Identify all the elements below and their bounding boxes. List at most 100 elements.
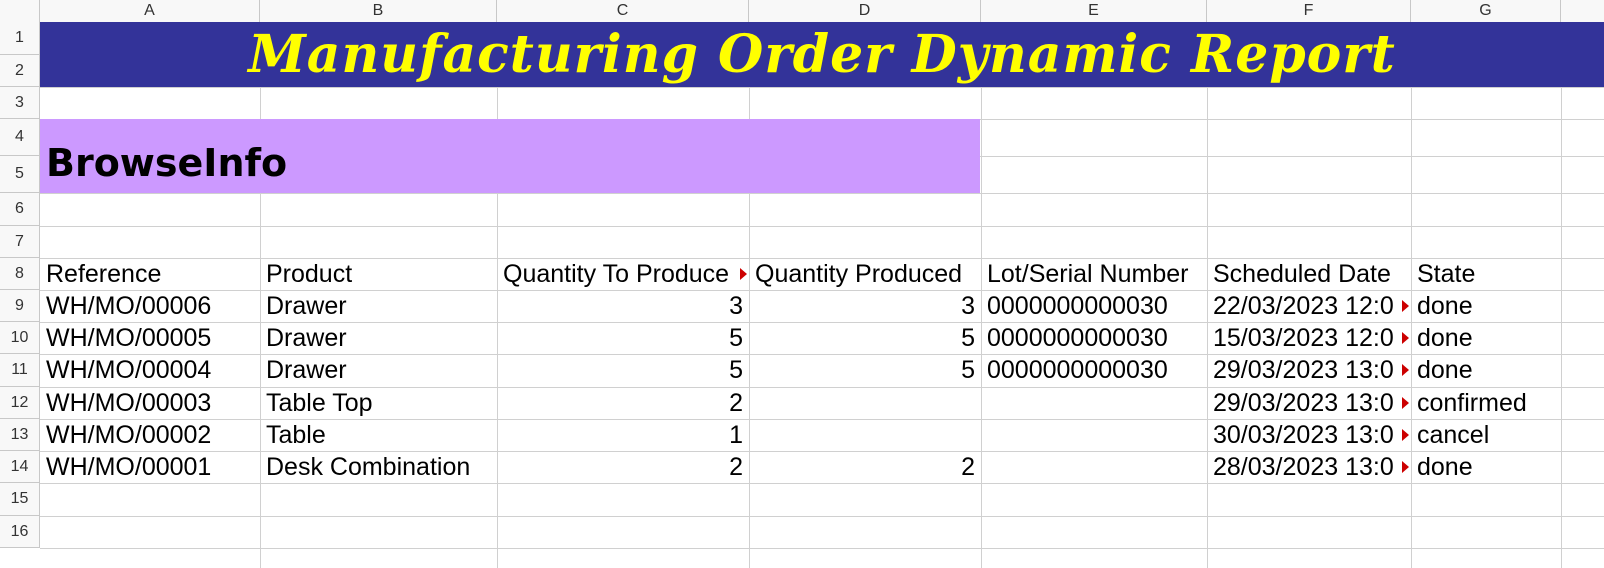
grid-line <box>40 419 1604 420</box>
row-header-11[interactable]: 11 <box>0 354 40 387</box>
cell-quantity-to-produce[interactable]: 2 <box>729 453 743 481</box>
cell-product[interactable]: Table <box>266 421 326 449</box>
cell-reference[interactable]: WH/MO/00005 <box>46 324 212 352</box>
cell-quantity-produced[interactable] <box>749 419 981 451</box>
cell-reference[interactable]: WH/MO/00003 <box>46 389 212 417</box>
row-header-16[interactable]: 16 <box>0 516 40 548</box>
grid-line <box>40 387 1604 388</box>
cell-scheduled-date[interactable]: 29/03/2023 13:0 <box>1213 356 1394 384</box>
row-header-8[interactable]: 8 <box>0 258 40 290</box>
row-header-13[interactable]: 13 <box>0 419 40 451</box>
cell-product[interactable]: Drawer <box>266 292 347 320</box>
cell-quantity-produced[interactable]: 5 <box>961 324 975 352</box>
header-state[interactable]: State <box>1417 260 1476 288</box>
grid-line <box>40 258 1604 259</box>
grid-line <box>40 193 1604 194</box>
cell-product[interactable]: Desk Combination <box>266 453 471 481</box>
row-header-7[interactable]: 7 <box>0 226 40 258</box>
cell-reference[interactable]: WH/MO/00002 <box>46 421 212 449</box>
overflow-indicator-icon <box>1402 332 1409 344</box>
cell-lot-serial-number[interactable]: 0000000000030 <box>987 292 1168 320</box>
report-title: Manufacturing Order Dynamic Report <box>248 24 1396 85</box>
cell-scheduled-date[interactable]: 29/03/2023 13:0 <box>1213 389 1394 417</box>
cell-product[interactable]: Drawer <box>266 324 347 352</box>
cell-state[interactable]: confirmed <box>1417 389 1527 417</box>
cell-quantity-produced[interactable]: 5 <box>961 356 975 384</box>
column-header-c[interactable]: C <box>497 0 749 22</box>
cell-scheduled-date[interactable]: 30/03/2023 13:0 <box>1213 421 1394 449</box>
cell-scheduled-date[interactable]: 22/03/2023 12:0 <box>1213 292 1394 320</box>
company-name-cell[interactable]: BrowseInfo <box>40 119 980 193</box>
row-header-2[interactable]: 2 <box>0 55 40 87</box>
cell-lot-serial-number[interactable]: 0000000000030 <box>987 324 1168 352</box>
cell-state[interactable]: done <box>1417 453 1473 481</box>
column-header-bar: A B C D E F G <box>0 0 1604 23</box>
column-header-f[interactable]: F <box>1207 0 1411 22</box>
header-product[interactable]: Product <box>266 260 353 288</box>
cell-scheduled-date[interactable]: 15/03/2023 12:0 <box>1213 324 1394 352</box>
cell-quantity-to-produce[interactable]: 5 <box>729 356 743 384</box>
row-header-3[interactable]: 3 <box>0 87 40 119</box>
cell-quantity-produced[interactable]: 2 <box>961 453 975 481</box>
cell-quantity-to-produce[interactable]: 3 <box>729 292 743 320</box>
grid-line <box>40 322 1604 323</box>
grid-line <box>40 354 1604 355</box>
row-header-6[interactable]: 6 <box>0 193 40 226</box>
cell-state[interactable]: done <box>1417 324 1473 352</box>
cell-lot-serial-number[interactable] <box>981 451 1207 483</box>
report-title-cell[interactable]: Manufacturing Order Dynamic Report <box>40 22 1604 87</box>
cell-product[interactable]: Drawer <box>266 356 347 384</box>
cell-reference[interactable]: WH/MO/00001 <box>46 453 212 481</box>
cell-reference[interactable]: WH/MO/00006 <box>46 292 212 320</box>
cell-reference[interactable]: WH/MO/00004 <box>46 356 212 384</box>
grid-line <box>981 22 982 568</box>
cell-quantity-to-produce[interactable]: 1 <box>729 421 743 449</box>
cell-quantity-produced[interactable] <box>749 387 981 419</box>
grid-line <box>497 22 498 568</box>
overflow-indicator-icon <box>1402 429 1409 441</box>
header-quantity-to-produce[interactable]: Quantity To Produce <box>503 260 730 288</box>
row-header-14[interactable]: 14 <box>0 451 40 483</box>
grid-line <box>40 87 1604 88</box>
cell-state[interactable]: cancel <box>1417 421 1490 449</box>
cell-lot-serial-number[interactable] <box>981 387 1207 419</box>
header-lot-serial-number[interactable]: Lot/Serial Number <box>987 260 1189 288</box>
cell-quantity-to-produce[interactable]: 2 <box>729 389 743 417</box>
column-header-e[interactable]: E <box>981 0 1207 22</box>
grid-line <box>40 516 1604 517</box>
cell-state[interactable]: done <box>1417 292 1473 320</box>
column-header-g[interactable]: G <box>1411 0 1561 22</box>
grid-line <box>40 451 1604 452</box>
overflow-indicator-icon <box>1402 461 1409 473</box>
row-header-10[interactable]: 10 <box>0 322 40 354</box>
column-header-a[interactable]: A <box>40 0 260 22</box>
grid-line <box>260 22 261 568</box>
row-header-5[interactable]: 5 <box>0 156 40 193</box>
grid-line <box>40 226 1604 227</box>
cell-quantity-produced[interactable]: 3 <box>961 292 975 320</box>
cell-lot-serial-number[interactable]: 0000000000030 <box>987 356 1168 384</box>
cell-product[interactable]: Table Top <box>266 389 373 417</box>
row-header-12[interactable]: 12 <box>0 387 40 419</box>
cell-quantity-to-produce[interactable]: 5 <box>729 324 743 352</box>
cell-scheduled-date[interactable]: 28/03/2023 13:0 <box>1213 453 1394 481</box>
row-header-9[interactable]: 9 <box>0 290 40 322</box>
select-all-corner[interactable] <box>0 0 40 22</box>
overflow-indicator-icon <box>740 268 747 280</box>
grid-line <box>749 22 750 568</box>
row-header-1[interactable]: 1 <box>0 22 40 55</box>
cell-lot-serial-number[interactable] <box>981 419 1207 451</box>
header-quantity-produced[interactable]: Quantity Produced <box>755 260 963 288</box>
grid-line <box>1207 22 1208 568</box>
column-header-d[interactable]: D <box>749 0 981 22</box>
row-header-15[interactable]: 15 <box>0 483 40 516</box>
column-header-b[interactable]: B <box>260 0 497 22</box>
header-scheduled-date[interactable]: Scheduled Date <box>1213 260 1391 288</box>
grid-line <box>1411 22 1412 568</box>
overflow-indicator-icon <box>1402 300 1409 312</box>
row-header-4[interactable]: 4 <box>0 119 40 156</box>
header-reference[interactable]: Reference <box>46 260 162 288</box>
grid-line <box>40 483 1604 484</box>
cell-state[interactable]: done <box>1417 356 1473 384</box>
